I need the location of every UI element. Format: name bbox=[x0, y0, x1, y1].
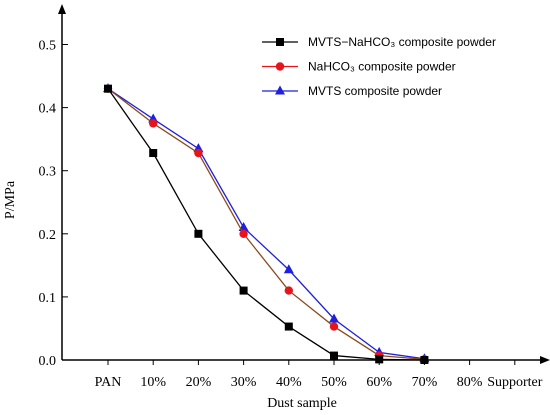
series-layer bbox=[103, 83, 430, 364]
data-point bbox=[239, 229, 248, 238]
y-tick-label: 0.4 bbox=[39, 102, 57, 117]
x-tick-label: 20% bbox=[186, 375, 212, 390]
y-axis-label: P/MPa bbox=[3, 180, 18, 219]
data-point bbox=[194, 229, 203, 238]
data-point bbox=[149, 119, 158, 128]
y-tick-label: 0.1 bbox=[39, 291, 57, 306]
data-point bbox=[239, 286, 248, 295]
series-1 bbox=[103, 84, 429, 364]
legend-label: NaHCO₃ composite powder bbox=[308, 60, 456, 74]
legend-label: MVTS composite powder bbox=[308, 84, 442, 98]
legend-label: MVTS−NaHCO₃ composite powder bbox=[308, 35, 496, 49]
x-tick-label: 70% bbox=[412, 375, 438, 390]
data-point bbox=[330, 351, 338, 360]
series-0 bbox=[104, 84, 429, 364]
data-point bbox=[329, 322, 339, 331]
x-ticks: PAN 10% 20% 30% 40% 50% 60% 70% 80% Supporter bbox=[95, 360, 543, 390]
x-tick-label: 40% bbox=[276, 375, 302, 390]
data-point bbox=[149, 149, 158, 158]
series-line bbox=[107, 88, 425, 361]
y-tick-label: 0.0 bbox=[39, 354, 57, 369]
data-point bbox=[420, 356, 429, 364]
legend-marker bbox=[275, 85, 285, 95]
data-point bbox=[104, 84, 112, 93]
x-tick-label: 80% bbox=[457, 375, 483, 390]
y-ticks: 0.0 0.1 0.2 0.3 0.4 0.5 bbox=[39, 39, 68, 369]
x-tick-label: 30% bbox=[231, 375, 257, 390]
y-axis-arrow bbox=[58, 4, 66, 14]
legend-item: NaHCO₃ composite powder bbox=[262, 60, 456, 74]
series-line bbox=[107, 88, 425, 361]
data-point bbox=[284, 286, 293, 295]
legend-item: MVTS−NaHCO₃ composite powder bbox=[262, 35, 496, 49]
x-tick-label: 50% bbox=[321, 375, 347, 390]
legend-marker bbox=[276, 38, 284, 46]
y-tick-label: 0.3 bbox=[39, 165, 57, 180]
legend-item: MVTS composite powder bbox=[262, 84, 442, 98]
series-line bbox=[107, 88, 425, 360]
axes bbox=[58, 4, 550, 364]
y-tick-label: 0.2 bbox=[39, 228, 57, 243]
data-point bbox=[375, 355, 384, 364]
legend-marker bbox=[275, 62, 285, 71]
data-point bbox=[329, 313, 339, 323]
x-tick-label: PAN bbox=[95, 375, 122, 390]
x-axis-arrow bbox=[540, 356, 550, 364]
data-point bbox=[284, 322, 293, 331]
data-point bbox=[283, 264, 294, 274]
x-tick-label: Supporter bbox=[487, 375, 543, 390]
x-tick-label: 60% bbox=[366, 375, 392, 390]
legend: MVTS−NaHCO₃ composite powder NaHCO₃ compo… bbox=[262, 35, 496, 98]
data-point bbox=[194, 148, 203, 158]
x-tick-label: 10% bbox=[140, 375, 166, 390]
x-axis-label: Dust sample bbox=[267, 396, 337, 411]
y-tick-label: 0.5 bbox=[39, 39, 57, 54]
